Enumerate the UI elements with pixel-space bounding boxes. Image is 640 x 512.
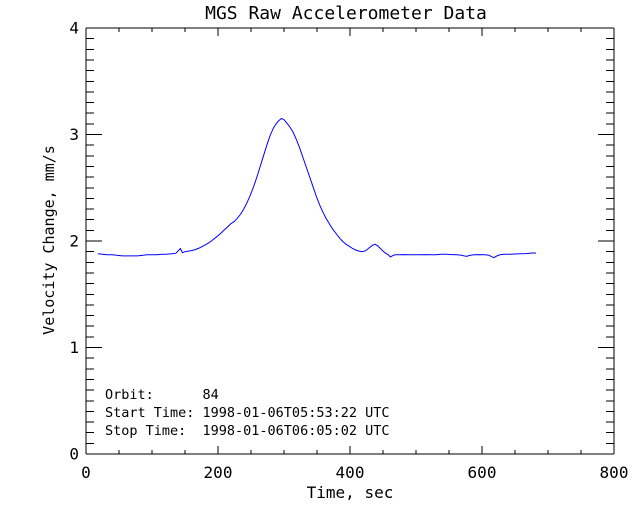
y-tick-label: 0 (69, 445, 79, 464)
velocity-change-line (97, 117, 537, 259)
y-tick-label: 2 (69, 232, 79, 251)
start-time-annotation: Start Time: 1998-01-06T05:53:22 UTC (105, 405, 390, 421)
stop-time-annotation: Stop Time: 1998-01-06T06:05:02 UTC (105, 423, 390, 439)
y-axis-label: Velocity Change, mm/s (40, 145, 58, 335)
x-tick-label: 0 (81, 463, 91, 482)
tick-labels: 0 200 400 600 800 0 1 2 3 4 (69, 19, 628, 483)
axes-frame (85, 27, 615, 455)
y-tick-label: 1 (69, 338, 79, 357)
data-series (97, 117, 537, 259)
y-tick-label: 3 (69, 125, 79, 144)
y-tick-label: 4 (69, 19, 79, 38)
x-tick-label: 800 (600, 463, 629, 482)
x-axis-label: Time, sec (306, 483, 394, 502)
x-tick-label: 400 (336, 463, 365, 482)
chart-title: MGS Raw Accelerometer Data (205, 3, 487, 24)
x-tick-label: 200 (204, 463, 233, 482)
orbit-annotation: Orbit: 84 (105, 387, 219, 403)
x-tick-label: 600 (468, 463, 497, 482)
